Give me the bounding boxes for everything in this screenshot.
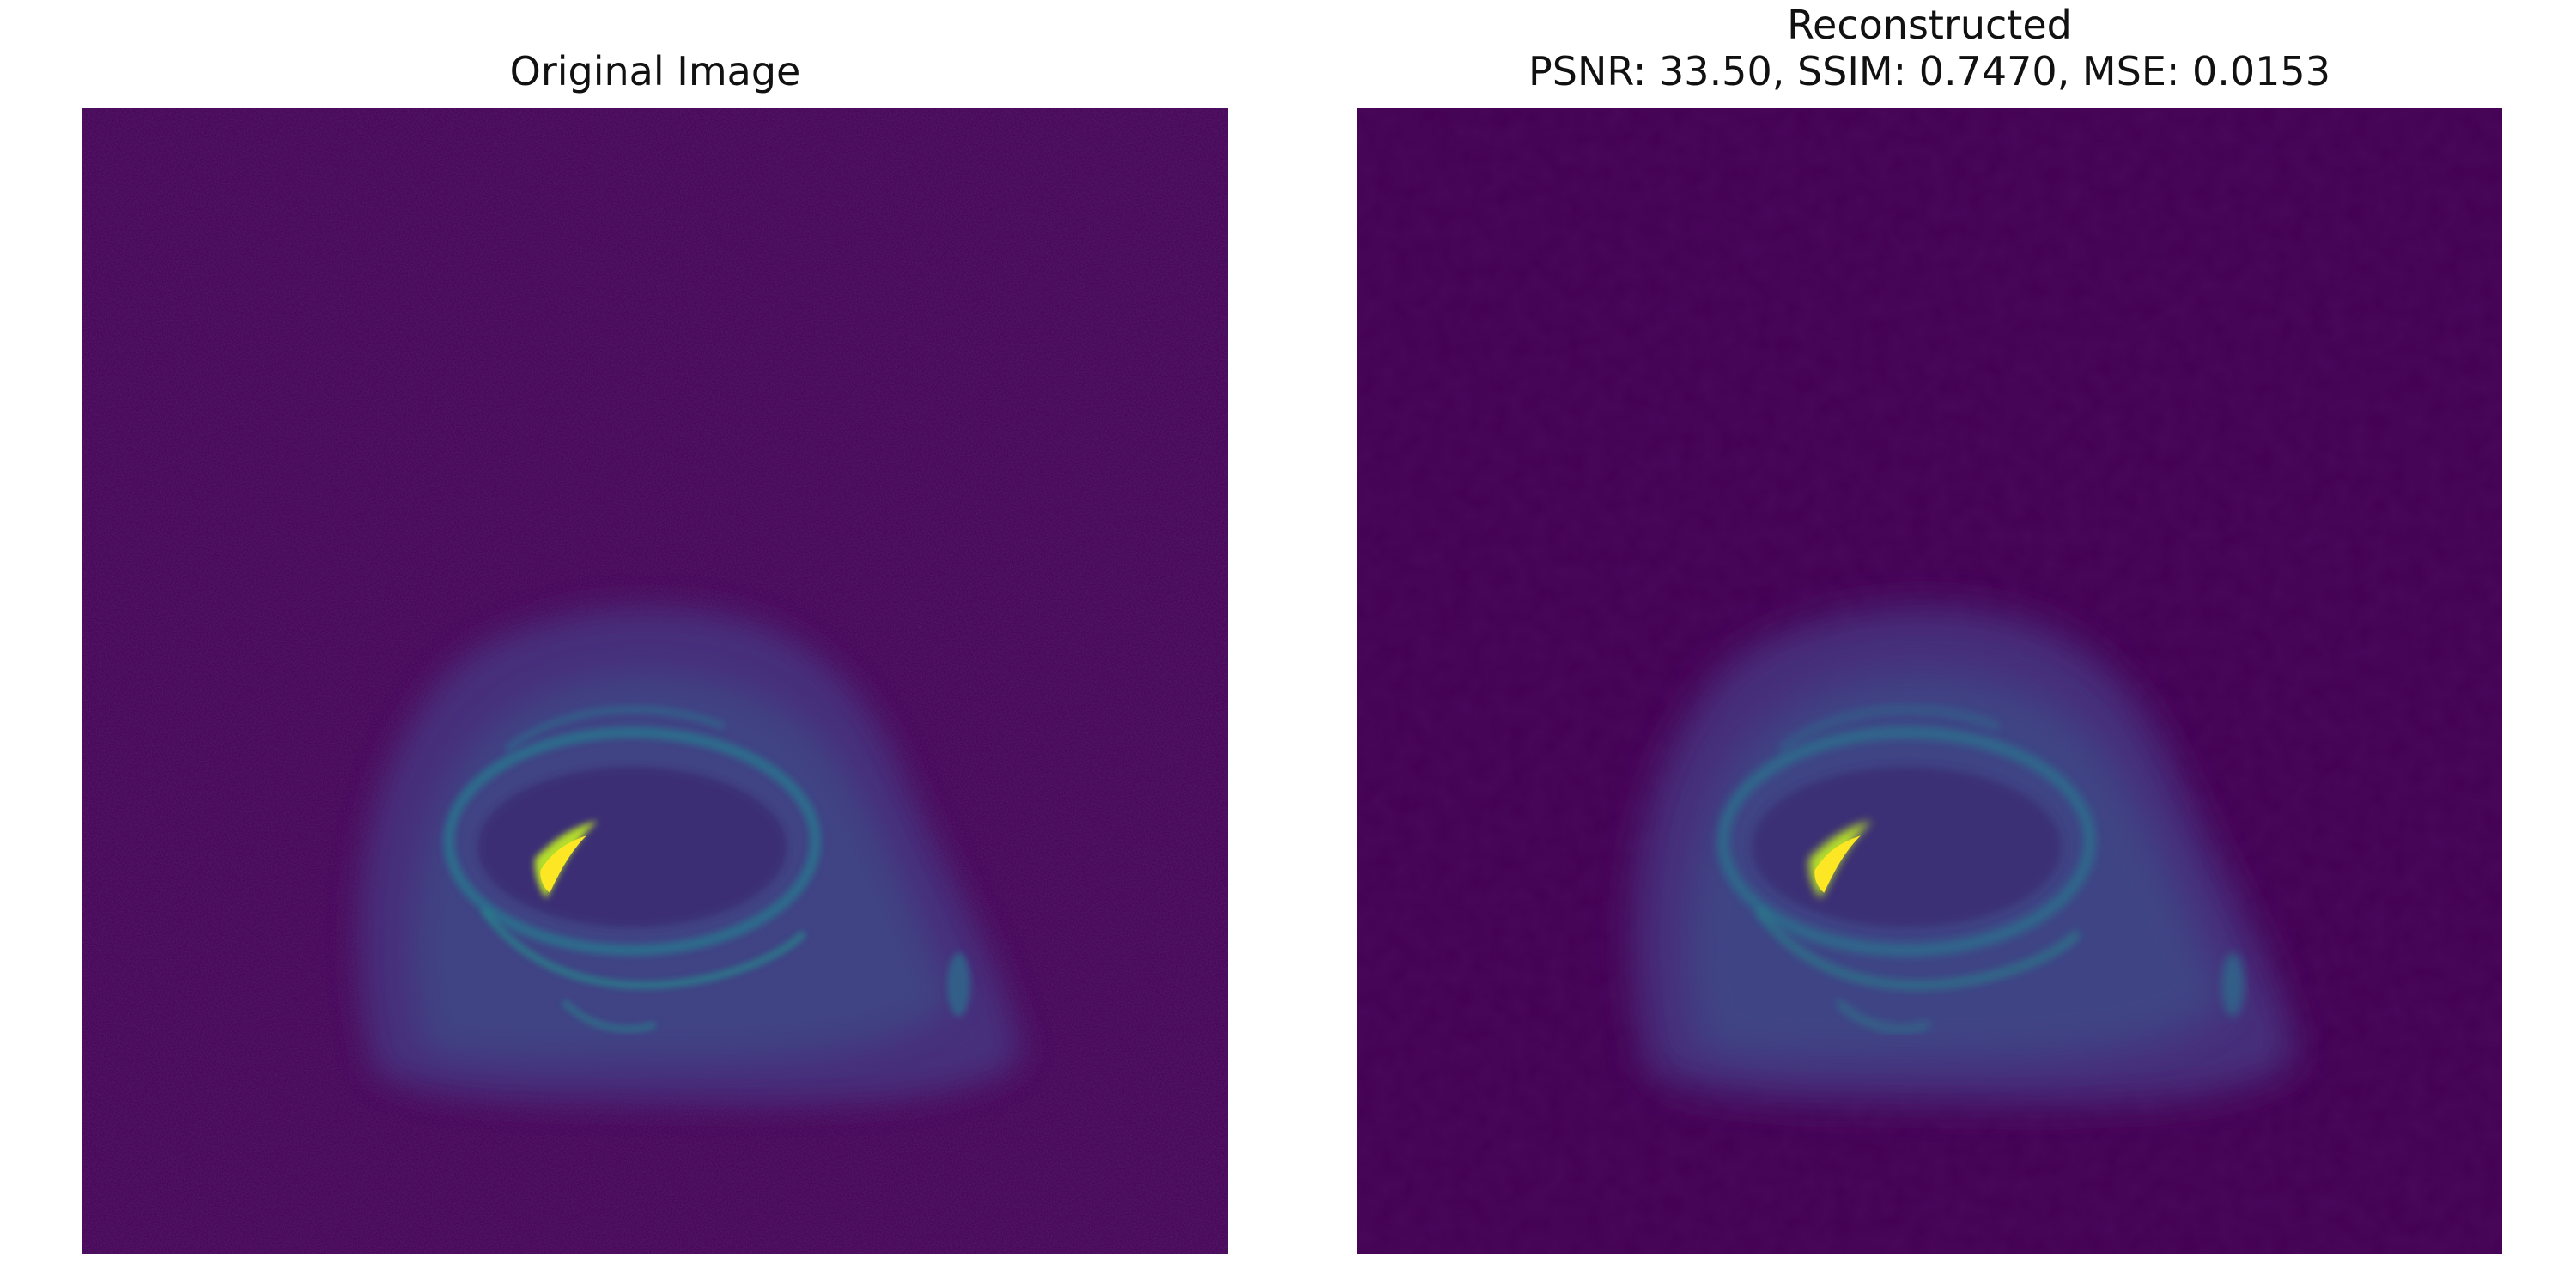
bottom-loop [561,999,657,1032]
joint-interior [477,767,787,927]
reconstructed-mri-image [1357,108,2502,1254]
bright-peak [540,835,586,893]
side-feature [947,952,970,1017]
upper-arc [1778,705,2000,753]
lower-contour [480,908,807,989]
joint-interior [1752,767,2062,927]
reconstructed-image-panel [1357,108,2502,1254]
original-image-panel [82,108,1228,1254]
bottom-loop [1835,999,1931,1032]
original-mri-image [82,108,1228,1254]
side-feature [2221,952,2245,1017]
original-image-title: Original Image [82,48,1228,94]
original-image-title-text: Original Image [509,48,801,94]
reconstructed-image-title: Reconstructed PSNR: 33.50, SSIM: 0.7470,… [1357,2,2502,94]
bright-peak [1814,835,1861,893]
upper-arc [504,705,726,753]
lower-contour [1754,908,2081,989]
joint-ring [1717,726,2096,957]
reconstructed-title-line1: Reconstructed [1787,2,2072,48]
reconstructed-metrics-line: PSNR: 33.50, SSIM: 0.7470, MSE: 0.0153 [1528,48,2330,94]
joint-ring [443,726,822,957]
